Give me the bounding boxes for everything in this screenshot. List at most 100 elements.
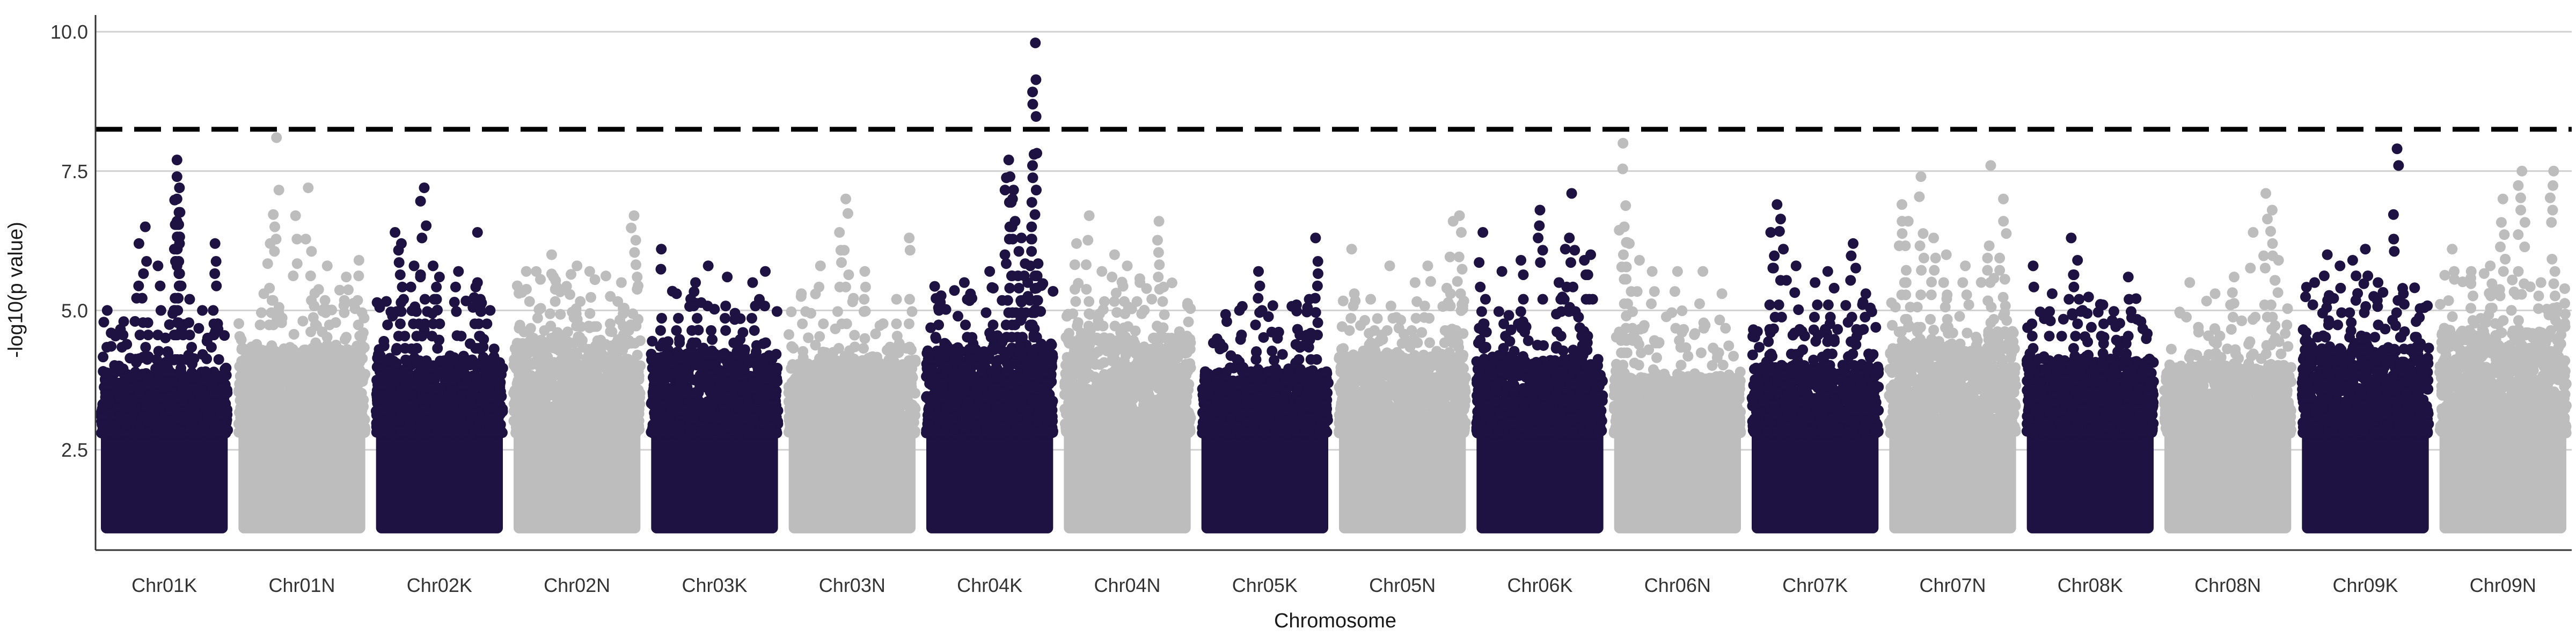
snp-point (605, 340, 617, 352)
snp-point (749, 358, 760, 369)
snp-point (98, 420, 109, 431)
snp-point (524, 296, 535, 307)
snp-point (377, 379, 389, 391)
snp-point (389, 389, 400, 400)
snp-point (771, 349, 782, 360)
snp-point (446, 385, 457, 397)
snp-point (155, 305, 166, 316)
snp-point (413, 369, 425, 380)
snp-point (555, 309, 566, 320)
snp-point (570, 308, 582, 319)
snp-point (189, 423, 201, 435)
snp-point (331, 339, 342, 350)
peak-point (396, 238, 407, 249)
snp-point (554, 423, 566, 434)
snp-point (334, 284, 345, 296)
snp-point (726, 358, 737, 370)
snp-point (393, 257, 405, 268)
snp-point (183, 317, 194, 328)
snp-point (405, 416, 416, 427)
snp-point (544, 368, 555, 379)
snp-point (106, 327, 117, 339)
snp-point (647, 335, 658, 347)
snp-point (300, 233, 311, 245)
snp-point (450, 281, 461, 292)
snp-point (353, 319, 364, 331)
snp-point (600, 360, 611, 371)
peak-point (290, 210, 301, 221)
snp-point (603, 369, 614, 380)
snp-point (153, 346, 164, 357)
snp-point (331, 383, 342, 394)
snp-point (570, 414, 581, 425)
snp-point (217, 426, 229, 437)
peak-point (353, 254, 364, 266)
snp-point (482, 427, 494, 438)
snp-point (131, 371, 143, 383)
snp-point (163, 347, 174, 358)
snp-point (134, 424, 145, 435)
peak-point (408, 260, 420, 272)
snp-point (411, 343, 422, 354)
snp-point (585, 292, 596, 303)
snp-point (98, 352, 109, 363)
snp-point (535, 376, 546, 387)
snp-point (289, 382, 300, 393)
snp-point (200, 366, 211, 377)
snp-point (449, 297, 460, 308)
snp-point (219, 389, 231, 400)
snp-point (394, 269, 406, 280)
snp-point (349, 417, 360, 428)
snp-point (243, 409, 254, 420)
snp-point (519, 326, 530, 338)
snp-point (321, 364, 333, 376)
snp-point (632, 409, 643, 421)
snp-point (669, 397, 680, 408)
snp-point (327, 421, 338, 433)
snp-point (626, 222, 637, 233)
snp-point (680, 361, 692, 372)
snp-point (551, 380, 562, 392)
snp-point (152, 330, 164, 341)
snp-point (686, 387, 698, 399)
snp-point (542, 352, 553, 363)
snp-point (144, 415, 155, 427)
snp-point (431, 294, 442, 305)
snp-point (470, 343, 481, 354)
snp-point (523, 380, 535, 391)
snp-point (573, 331, 584, 342)
snp-point (451, 306, 462, 317)
snp-point (319, 295, 331, 306)
snp-point (273, 185, 284, 196)
snp-point (288, 270, 299, 282)
snp-point (430, 384, 442, 395)
snp-point (513, 369, 524, 380)
snp-point (416, 393, 428, 404)
snp-point (402, 385, 414, 397)
snp-point (151, 354, 163, 365)
snp-point (532, 312, 543, 324)
snp-point (246, 341, 257, 353)
snp-point (732, 381, 743, 392)
snp-point (320, 307, 331, 318)
snp-point (357, 353, 368, 364)
snp-point (356, 332, 368, 343)
snp-point (706, 405, 717, 416)
snp-point (689, 413, 700, 425)
snp-point (718, 349, 729, 361)
snp-point (626, 338, 637, 349)
snp-point (474, 331, 485, 342)
snp-point (306, 295, 317, 306)
snp-point (279, 343, 290, 354)
snp-point (582, 361, 593, 372)
snp-point (272, 427, 283, 438)
snp-point (398, 294, 409, 305)
snp-point (309, 356, 320, 368)
snp-point (157, 392, 169, 404)
snp-point (134, 353, 145, 364)
peak-point (197, 305, 208, 316)
peak-point (572, 260, 583, 272)
snp-point (270, 233, 282, 245)
dense-points-Chr02N (514, 422, 641, 533)
snp-point (170, 305, 181, 316)
